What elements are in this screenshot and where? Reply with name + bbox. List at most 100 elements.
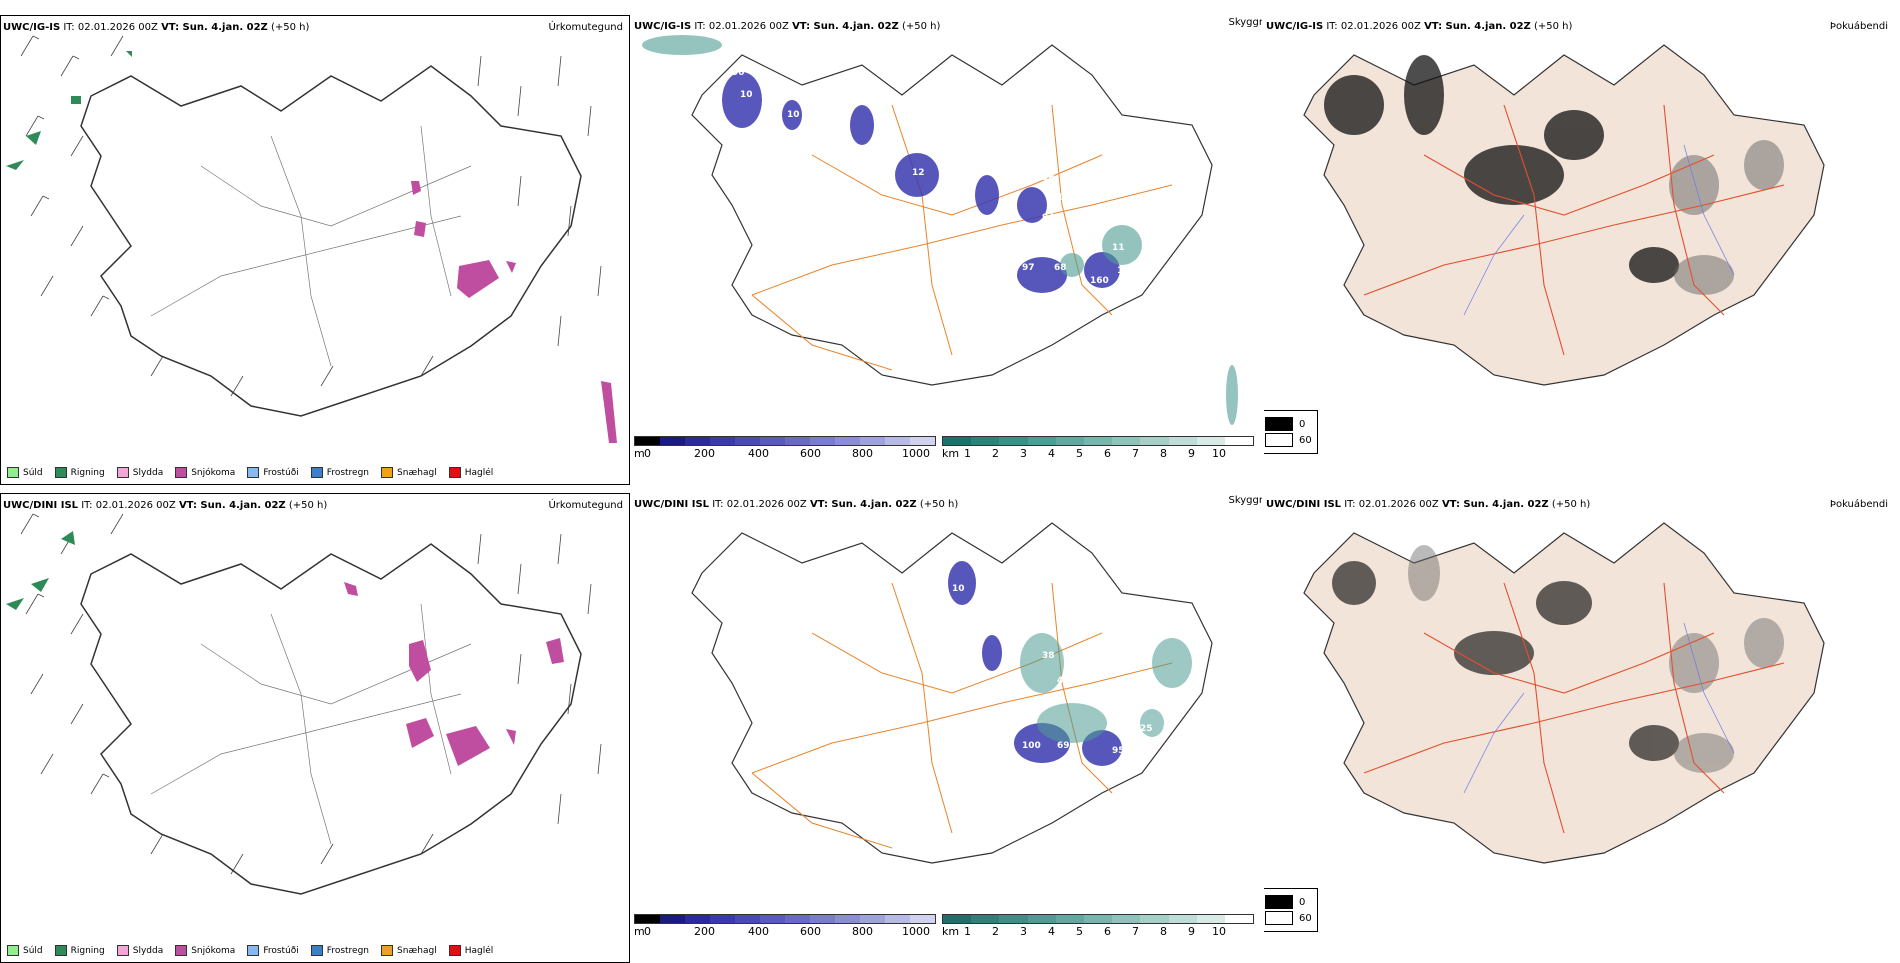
legend-item: Snjókoma	[175, 945, 235, 956]
cloud-value-label: 10	[952, 584, 965, 594]
cloud-value-label: 10	[740, 90, 753, 100]
roads	[150, 125, 472, 367]
visibility-tick: 2	[992, 925, 999, 938]
cloudbase-unit: m	[634, 447, 645, 460]
cloud-value-label: 10	[1057, 193, 1070, 203]
precip-map-top	[6, 35, 617, 443]
panel-title: UWC/IG-IS IT: 02.01.2026 00Z VT: Sun. 4.…	[3, 22, 310, 33]
cloud-value-label: 98	[1042, 173, 1055, 183]
cloud-value-label: 10	[950, 608, 963, 618]
cloud-map-bottom: 10 10 38 47 97 22 100 69 95 25	[691, 522, 1213, 864]
cloud-map-top: 90 10 10 12 10 98 10 94 23 97 68 11 101 …	[642, 35, 1238, 425]
precip-panel-bottom: UWC/DINI ISL IT: 02.01.2026 00Z VT: Sun.…	[0, 493, 630, 963]
panel-title: UWC/IG-IS IT: 02.01.2026 00Z VT: Sun. 4.…	[1266, 21, 1573, 32]
cloudbase-tick: 0	[644, 925, 651, 938]
cloudbase-tick: 1000	[902, 447, 930, 460]
cloudbase-unit: m	[634, 925, 645, 938]
visibility-unit: km	[942, 447, 960, 460]
cloudbase-tick: 400	[748, 925, 769, 938]
fog-panel-label: Þokuábendi	[1829, 499, 1888, 510]
cloudbase-colorbar	[634, 436, 936, 446]
legend-item: Frostregn	[310, 467, 369, 478]
visibility-tick: 4	[1048, 447, 1055, 460]
legend-item: Rigning	[54, 467, 105, 478]
cloud-value-label: 100	[1022, 741, 1041, 751]
visibility-tick: 7	[1132, 925, 1139, 938]
fog-legend-item: 0	[1265, 895, 1313, 909]
roads	[751, 104, 1173, 371]
cloud-value-label: 90	[732, 68, 745, 78]
visibility-tick: 1	[964, 447, 971, 460]
cloud-value-label: 97	[1022, 263, 1035, 273]
legend-item: Snæhagl	[381, 467, 437, 478]
precip-legend: Súld Rigning Slydda Snjókoma Frostúði Fr…	[7, 467, 493, 478]
fog-map-bottom	[1303, 522, 1825, 864]
fog-shading	[1324, 55, 1679, 283]
rain-areas	[6, 531, 75, 610]
cloud-value-label: 94	[1042, 213, 1055, 223]
fog-map-top	[1303, 44, 1825, 386]
wind-barbs	[20, 35, 602, 397]
legend-item: Súld	[7, 945, 43, 956]
cloud-value-label: 12	[912, 168, 925, 178]
legend-item: Haglél	[448, 945, 493, 956]
panel-title: UWC/DINI ISL IT: 02.01.2026 00Z VT: Sun.…	[634, 499, 959, 510]
wind-barbs	[20, 513, 602, 875]
cloudbase-tick: 800	[852, 447, 873, 460]
cloud-panel-bottom: 10 10 38 47 97 22 100 69 95 25 UWC/DINI …	[632, 493, 1262, 963]
roads	[751, 582, 1173, 849]
rain-areas	[6, 51, 132, 170]
fog-legend-item: 0	[1265, 417, 1313, 431]
fog-shading	[1332, 561, 1679, 761]
fog-panel-bottom: UWC/DINI ISL IT: 02.01.2026 00Z VT: Sun.…	[1264, 493, 1894, 963]
cloudbase-tick: 1000	[902, 925, 930, 938]
visibility-tick: 1	[964, 925, 971, 938]
legend-item: Súld	[7, 467, 43, 478]
panel-title: UWC/DINI ISL IT: 02.01.2026 00Z VT: Sun.…	[1266, 499, 1591, 510]
cloudbase-colorbar	[634, 914, 936, 924]
panel-title: UWC/IG-IS IT: 02.01.2026 00Z VT: Sun. 4.…	[634, 21, 941, 32]
cloud-value-label: 23	[1107, 188, 1120, 198]
cloudbase-tick: 600	[800, 925, 821, 938]
visibility-colorbar	[942, 436, 1254, 446]
visibility-tick: 9	[1188, 925, 1195, 938]
cloud-value-label: 97	[1042, 696, 1055, 706]
cloud-value-label: 69	[1057, 741, 1070, 751]
snow-areas	[411, 181, 617, 443]
fog-legend-item: 60	[1265, 911, 1313, 925]
cloud-panel-label: Skyggni	[1228, 17, 1262, 28]
cloud-value-label: 22	[1027, 711, 1040, 721]
visibility-tick: 5	[1076, 447, 1083, 460]
cloud-value-label: 47	[1057, 676, 1070, 686]
visibility-tick: 7	[1132, 447, 1139, 460]
rivers	[1463, 622, 1735, 794]
fog-shading-light	[1669, 140, 1784, 295]
cloud-panel-top: 90 10 10 12 10 98 10 94 23 97 68 11 101 …	[632, 15, 1262, 485]
legend-item: Rigning	[54, 945, 105, 956]
visibility-tick: 8	[1160, 925, 1167, 938]
legend-item: Frostúði	[247, 945, 299, 956]
legend-item: Haglél	[448, 467, 493, 478]
precip-legend: Súld Rigning Slydda Snjókoma Frostúði Fr…	[7, 945, 493, 956]
cloud-value-label: 101	[1117, 266, 1136, 276]
visibility-tick: 5	[1076, 925, 1083, 938]
visibility-tick: 6	[1104, 925, 1111, 938]
legend-item: Snjókoma	[175, 467, 235, 478]
legend-item: Frostregn	[310, 945, 369, 956]
vis-areas	[1020, 633, 1192, 743]
legend-item: Slydda	[116, 945, 163, 956]
snow-areas	[344, 582, 564, 766]
visibility-tick: 6	[1104, 447, 1111, 460]
precip-panel-top: UWC/IG-IS IT: 02.01.2026 00Z VT: Sun. 4.…	[0, 15, 630, 485]
visibility-unit: km	[942, 925, 960, 938]
iceland-outline	[691, 44, 1213, 386]
cloud-value-label: 25	[1140, 724, 1153, 734]
cloudbase-tick: 800	[852, 925, 873, 938]
fog-legend: 0 60	[1264, 410, 1318, 454]
cloud-value-label: 10	[932, 133, 945, 143]
legend-item: Frostúði	[247, 467, 299, 478]
cloud-value-label: 10	[787, 110, 800, 120]
cloudbase-tick: 400	[748, 447, 769, 460]
cloudbase-tick: 600	[800, 447, 821, 460]
visibility-tick: 2	[992, 447, 999, 460]
